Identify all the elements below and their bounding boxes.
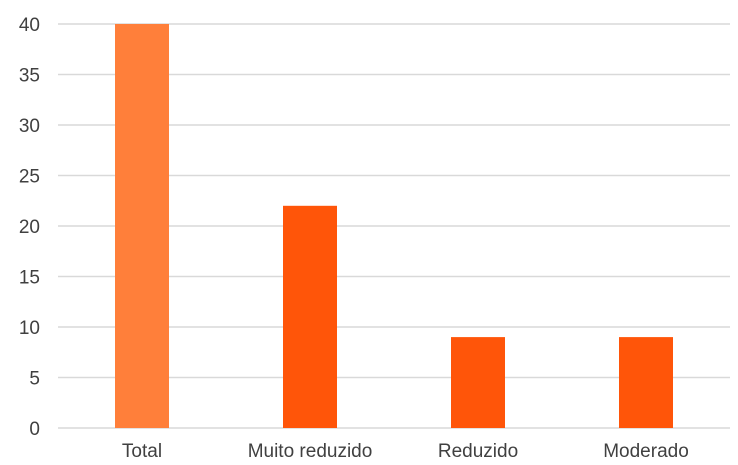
x-tick-label-reduzido: Reduzido [438, 441, 518, 462]
y-tick-label-15: 15 [19, 268, 40, 289]
y-axis-tick-labels: 0 5 10 15 20 25 30 35 40 [19, 15, 40, 440]
x-tick-label-total: Total [122, 441, 162, 462]
bars [115, 24, 673, 428]
y-tick-label-25: 25 [19, 167, 40, 188]
bar-reduzido [451, 337, 505, 428]
bar-muito-reduzido [283, 205, 337, 428]
y-tick-label-20: 20 [19, 217, 40, 238]
x-tick-label-muito-reduzido: Muito reduzido [248, 441, 373, 462]
x-axis-tick-labels: Total Muito reduzido Reduzido Moderado [122, 441, 689, 462]
gridlines [58, 23, 730, 429]
x-tick-label-moderado: Moderado [603, 441, 689, 462]
bar-total [115, 24, 169, 428]
y-tick-label-30: 30 [19, 116, 40, 137]
y-tick-label-35: 35 [19, 66, 40, 87]
y-tick-label-40: 40 [19, 15, 40, 36]
y-tick-label-0: 0 [29, 419, 40, 440]
y-tick-label-10: 10 [19, 318, 40, 339]
y-tick-label-5: 5 [29, 369, 40, 390]
bar-moderado [619, 337, 673, 428]
